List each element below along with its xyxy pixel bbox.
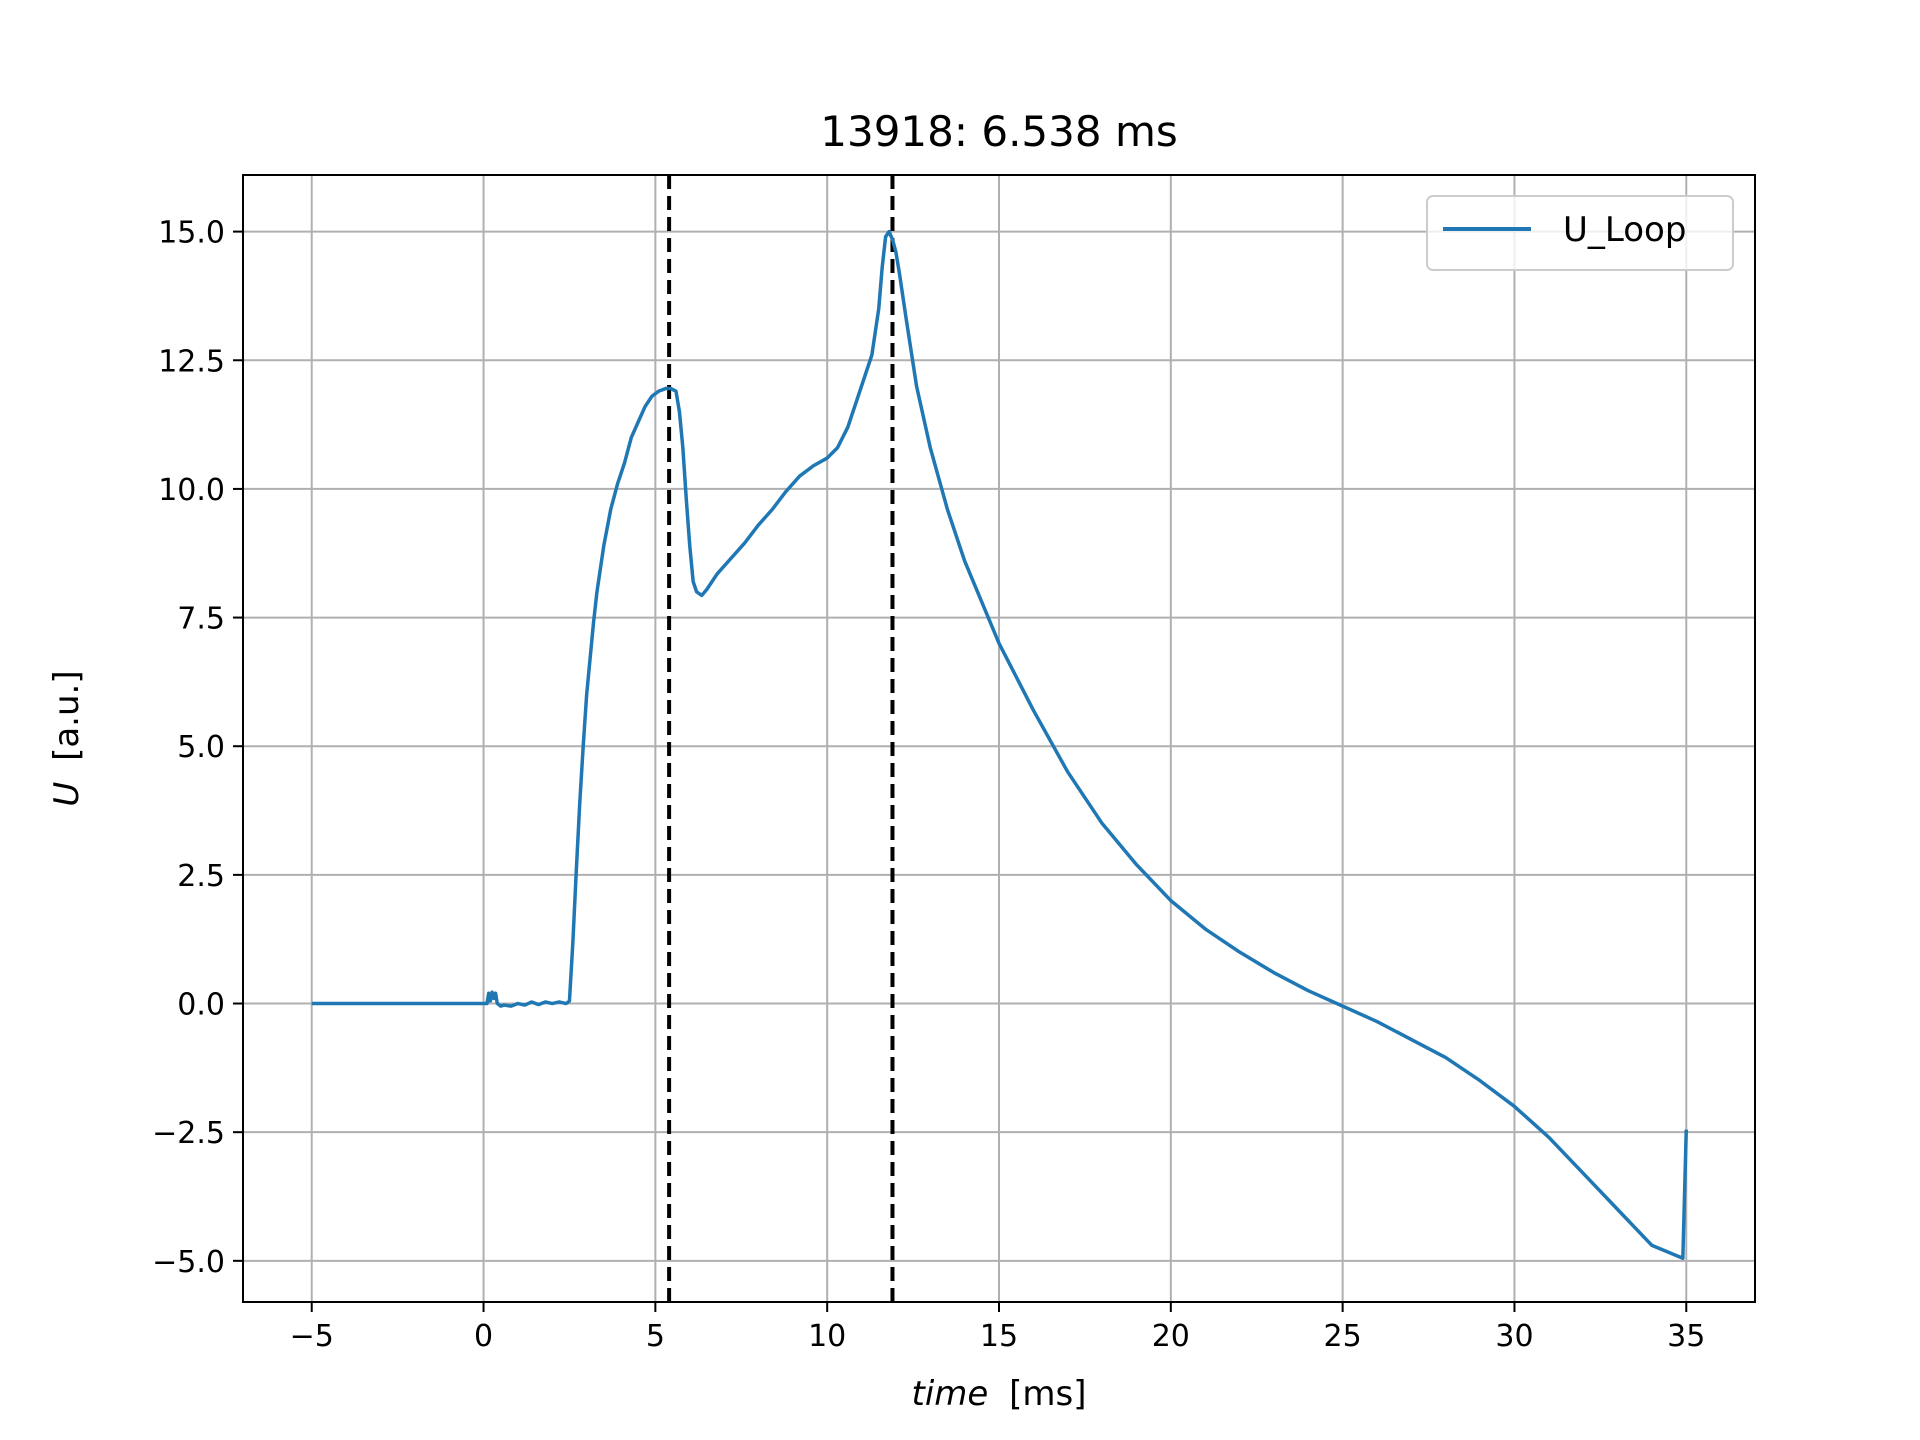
y-tick-label-6: 10.0 [158, 473, 225, 508]
series-line-u-loop [311, 229, 1689, 1261]
y-tick-label-1: −2.5 [152, 1116, 225, 1151]
x-axis-label: time [ms] [911, 1374, 1086, 1414]
x-tick-label-6: 25 [1324, 1319, 1362, 1354]
y-tick-label-5: 7.5 [177, 602, 225, 637]
x-axis-ticks: −5 0 5 10 15 20 25 30 35 [290, 1302, 1705, 1354]
x-tick-label-7: 30 [1495, 1319, 1533, 1354]
x-axis-variable: time [911, 1374, 988, 1414]
legend-box [1426, 195, 1734, 271]
legend-label-u-loop: U_Loop [1563, 210, 1686, 250]
grid [243, 175, 1755, 1302]
y-axis-unit: [a.u.] [47, 670, 87, 761]
x-tick-label-8: 35 [1667, 1319, 1705, 1354]
y-tick-label-2: 0.0 [177, 988, 225, 1023]
y-axis-label: U [a.u.] [47, 670, 87, 806]
x-tick-label-0: −5 [290, 1319, 334, 1354]
legend: U_Loop [1426, 195, 1734, 271]
x-tick-label-1: 0 [474, 1319, 493, 1354]
x-tick-label-3: 10 [808, 1319, 846, 1354]
x-tick-label-5: 20 [1152, 1319, 1190, 1354]
y-axis-variable: U [47, 782, 87, 807]
y-tick-label-8: 15.0 [158, 216, 225, 251]
y-tick-label-4: 5.0 [177, 730, 225, 765]
series-layer [311, 229, 1689, 1261]
chart-title: 13918: 6.538 ms [820, 107, 1178, 156]
y-tick-label-3: 2.5 [177, 859, 225, 894]
x-tick-label-2: 5 [646, 1319, 665, 1354]
y-axis-ticks: −5.0 −2.5 0.0 2.5 5.0 7.5 10.0 12.5 15.0 [152, 216, 243, 1280]
x-tick-label-4: 15 [980, 1319, 1018, 1354]
y-tick-label-7: 12.5 [158, 344, 225, 379]
x-axis-unit: [ms] [1009, 1374, 1086, 1414]
y-tick-label-0: −5.0 [152, 1245, 225, 1280]
